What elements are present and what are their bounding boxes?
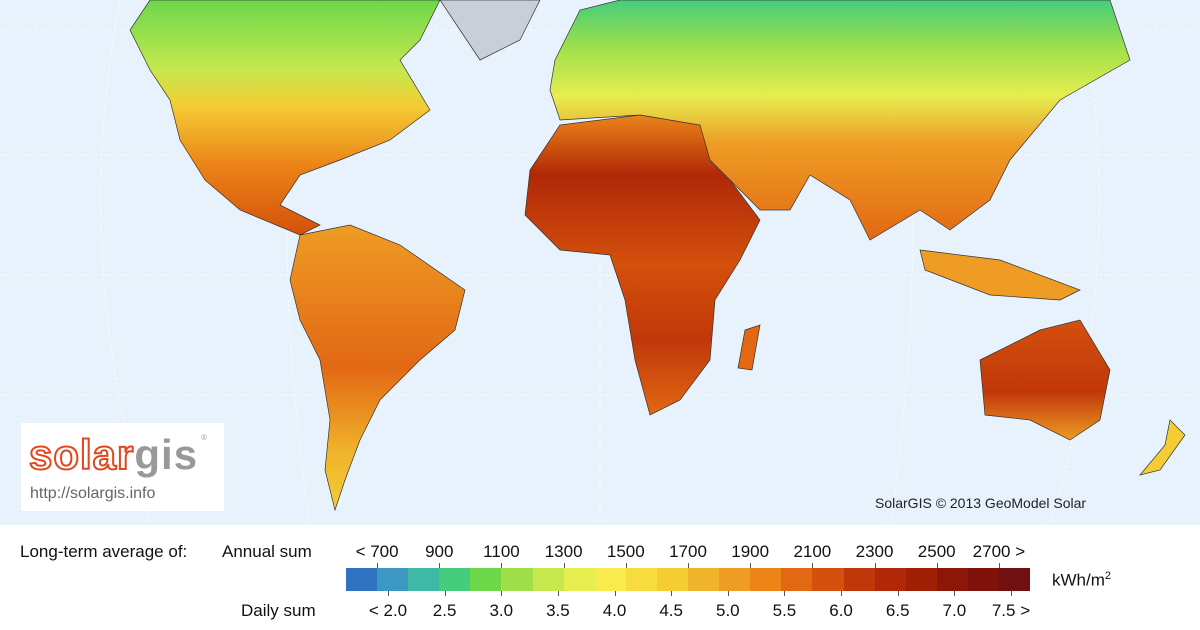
color-swatch: [439, 568, 471, 591]
eurasia: [549, 0, 1131, 241]
annual-tick: [874, 563, 876, 568]
annual-tick: [936, 563, 938, 568]
daily-tick-label: 7.0: [942, 601, 967, 620]
logo-url[interactable]: http://solargis.info: [30, 485, 156, 502]
annual-sum-label: Annual sum: [222, 542, 312, 561]
new-zealand: [1139, 419, 1186, 476]
annual-tick: [501, 563, 503, 568]
greenland: [439, 0, 541, 61]
color-swatch: [408, 568, 440, 591]
indonesia: [919, 249, 1081, 301]
annual-tick-label: 2500: [917, 542, 956, 561]
annual-tick: [625, 563, 627, 568]
daily-tick-label: 3.0: [489, 601, 514, 620]
annual-tick-label: 1700: [669, 542, 707, 561]
daily-tick-label: 6.5: [885, 601, 910, 620]
color-swatch: [346, 568, 378, 591]
annual-tick: [750, 563, 752, 568]
daily-tick: [727, 591, 729, 596]
logo-wordmark: solargis ®: [28, 430, 209, 479]
north-america: [129, 0, 441, 236]
daily-sum-label: Daily sum: [241, 601, 316, 620]
annual-tick-label: 2700 >: [972, 542, 1026, 561]
solargis-logo[interactable]: solargis ® http://solargis.info: [21, 423, 224, 511]
annual-tick-label: 1900: [731, 542, 770, 561]
daily-tick-label: < 2.0: [368, 601, 408, 620]
color-swatch: [750, 568, 782, 591]
daily-tick: [784, 591, 786, 596]
annual-tick-label: 2300: [855, 542, 894, 561]
color-swatch: [625, 568, 657, 591]
color-swatch: [719, 568, 751, 591]
color-swatch: [874, 568, 906, 591]
annual-tick: [563, 563, 565, 568]
daily-tick: [614, 591, 616, 596]
color-swatch: [563, 568, 595, 591]
color-swatch: [594, 568, 626, 591]
daily-tick: [954, 591, 956, 596]
annual-tick: [812, 563, 814, 568]
annual-tick-label: 900: [425, 542, 454, 561]
annual-tick: [998, 563, 1000, 568]
color-swatch: [812, 568, 844, 591]
unit-label: kWh/m2: [1052, 570, 1112, 590]
daily-tick-label: 4.0: [602, 601, 627, 620]
daily-tick-label: 4.5: [659, 601, 683, 620]
color-swatch: [936, 568, 968, 591]
color-swatch: [656, 568, 689, 591]
daily-tick-label: 7.5 >: [991, 601, 1031, 620]
color-swatch: [532, 568, 564, 591]
australia: [979, 319, 1111, 441]
annual-tick-label: 1100: [483, 542, 520, 561]
daily-tick-label: 5.5: [772, 601, 797, 620]
color-swatch: [470, 568, 502, 591]
color-swatch: [998, 568, 1031, 591]
color-swatch: [781, 568, 813, 591]
daily-tick: [841, 591, 843, 596]
color-swatch: [688, 568, 720, 591]
color-swatch: [967, 568, 999, 591]
annual-tick: [377, 563, 379, 568]
south-america: [289, 224, 466, 512]
annual-tick-label: 1500: [606, 542, 645, 561]
madagascar: [737, 324, 761, 371]
copyright-text: SolarGIS © 2013 GeoModel Solar: [875, 495, 1087, 511]
annual-tick-label: 1300: [544, 542, 583, 561]
daily-tick-label: 2.5: [432, 601, 457, 620]
daily-tick: [1011, 591, 1012, 596]
color-swatch: [501, 568, 533, 591]
daily-tick: [388, 591, 389, 596]
daily-tick: [671, 591, 673, 596]
daily-tick-label: 3.5: [546, 601, 570, 620]
color-swatch: [377, 568, 409, 591]
annual-tick: [688, 563, 689, 568]
daily-tick-label: 6.0: [829, 601, 853, 620]
daily-tick: [897, 591, 899, 596]
daily-tick: [557, 591, 559, 596]
daily-tick: [501, 591, 503, 596]
daily-tick: [444, 591, 446, 596]
color-scale-bar: [346, 568, 1031, 591]
daily-tick-label: 5.0: [715, 601, 740, 620]
color-swatch: [843, 568, 875, 591]
annual-tick: [439, 563, 441, 568]
annual-tick-label: 2100: [793, 542, 832, 561]
legend-title: Long-term average of:: [20, 542, 188, 561]
annual-tick-label: < 700: [355, 542, 399, 561]
color-swatch: [905, 568, 937, 591]
